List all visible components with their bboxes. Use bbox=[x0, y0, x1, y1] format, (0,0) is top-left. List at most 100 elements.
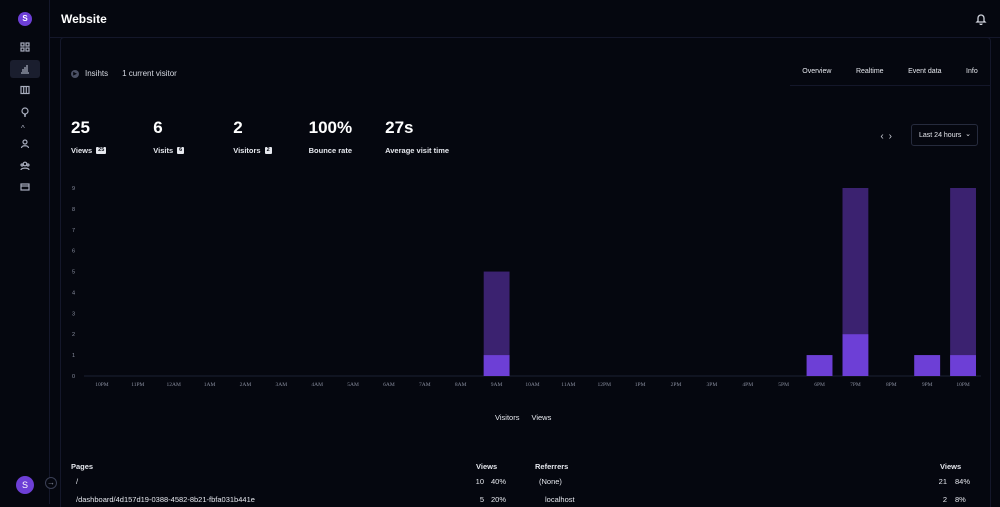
columns-icon bbox=[20, 85, 30, 95]
page-title: Website bbox=[61, 12, 107, 26]
metric-value: 27s bbox=[385, 118, 414, 137]
referrer-row-count: 21 bbox=[938, 477, 947, 486]
nav-dashboard[interactable] bbox=[10, 38, 40, 56]
chevron-down-icon: ⌄ bbox=[965, 131, 971, 138]
chart-legend: Visitors Views bbox=[495, 413, 551, 422]
x-tick-label: 7PM bbox=[850, 382, 861, 388]
x-tick-label: 6AM bbox=[383, 382, 395, 388]
tab-realtime[interactable]: Realtime bbox=[855, 68, 884, 75]
x-tick-label: 9PM bbox=[922, 382, 933, 388]
collapse-sidebar-icon[interactable]: → bbox=[45, 477, 57, 489]
y-tick-label: 4 bbox=[72, 290, 75, 296]
referrer-row-label[interactable]: (None) bbox=[539, 477, 562, 486]
y-tick-label: 9 bbox=[72, 186, 75, 192]
legend-views[interactable]: Views bbox=[531, 413, 552, 422]
pages-header: Pages bbox=[71, 462, 94, 471]
notification-bell-icon[interactable] bbox=[975, 12, 987, 26]
nav-insights[interactable] bbox=[10, 103, 40, 121]
x-tick-label: 8AM bbox=[455, 382, 467, 388]
chevron-right-icon[interactable]: ▶ bbox=[71, 69, 79, 78]
nav-reports[interactable] bbox=[10, 81, 40, 99]
visitors-bar bbox=[842, 334, 869, 376]
y-tick-label: 1 bbox=[72, 353, 75, 359]
metric-visitors: 2 Visitors 2 bbox=[233, 118, 272, 155]
nav-billing[interactable] bbox=[10, 178, 40, 196]
tab-overview[interactable]: Overview bbox=[802, 68, 832, 75]
x-tick-label: 9AM bbox=[491, 382, 503, 388]
avatar[interactable]: S bbox=[16, 476, 34, 494]
metric-label-row: Visits 6 bbox=[153, 146, 185, 155]
insights-label[interactable]: Insihts bbox=[85, 69, 109, 78]
metric-label-row: Visitors 2 bbox=[233, 146, 272, 155]
website-panel: ▶ Insihts 1 current visitor Overview Rea… bbox=[60, 37, 991, 507]
pages-views-header: Views bbox=[476, 462, 498, 471]
nav-teams[interactable] bbox=[10, 157, 40, 175]
nav-websites[interactable] bbox=[10, 60, 40, 78]
metric-value: 6 bbox=[153, 118, 163, 137]
x-tick-label: 6PM bbox=[814, 382, 825, 388]
tab-event-data[interactable]: Event data bbox=[908, 68, 942, 75]
lightbulb-icon bbox=[21, 107, 29, 117]
x-tick-label: 7AM bbox=[419, 382, 431, 388]
chevron-left-icon[interactable]: ‹ bbox=[880, 131, 889, 142]
chevron-right-icon[interactable]: › bbox=[888, 131, 897, 142]
metric-label: Bounce rate bbox=[308, 146, 352, 155]
grid-icon bbox=[20, 42, 30, 52]
x-tick-label: 3AM bbox=[276, 382, 288, 388]
x-tick-label: 10AM bbox=[525, 382, 539, 388]
metric-value: 100% bbox=[308, 118, 353, 137]
visitors-bar bbox=[806, 355, 833, 376]
metric-value: 25 bbox=[71, 118, 90, 137]
metrics-bar: 25 Views 25 6 Visits 6 2 Visitors 2 100% Bo… bbox=[71, 118, 476, 155]
page-row-count: 5 bbox=[479, 495, 484, 504]
insights-row: ▶ Insihts 1 current visitor bbox=[71, 69, 177, 78]
legend-visitors[interactable]: Visitors bbox=[495, 413, 520, 422]
tab-info[interactable]: Info bbox=[966, 68, 978, 75]
page-row-label[interactable]: /dashboard/4d157d19-0388-4582-8b21-fbfa0… bbox=[76, 495, 255, 504]
metric-label-row: Bounce rate bbox=[309, 146, 352, 155]
nav-profile[interactable] bbox=[10, 135, 40, 153]
users-icon bbox=[20, 161, 30, 171]
referrer-row-percent: 84% bbox=[955, 477, 971, 486]
x-tick-label: 12AM bbox=[167, 382, 181, 388]
referrers-header: Referrers bbox=[535, 462, 569, 471]
x-tick-label: 4AM bbox=[311, 382, 323, 388]
bar-chart-icon bbox=[21, 65, 29, 74]
x-tick-label: 1AM bbox=[204, 382, 216, 388]
page-row-label[interactable]: / bbox=[76, 477, 79, 486]
x-tick-label: 11AM bbox=[561, 382, 575, 388]
x-tick-label: 8PM bbox=[886, 382, 897, 388]
visitors-bar bbox=[950, 355, 976, 376]
referrers-views-header: Views bbox=[940, 462, 962, 471]
metric-badge: 25 bbox=[96, 147, 107, 154]
x-tick-label: 5AM bbox=[347, 382, 359, 388]
chevron-up-icon[interactable]: ^ bbox=[21, 124, 25, 133]
visitors-bar bbox=[914, 355, 941, 376]
referrer-row-label[interactable]: localhost bbox=[545, 495, 575, 504]
page-row-percent: 20% bbox=[491, 495, 507, 504]
y-tick-label: 6 bbox=[72, 249, 75, 255]
pageviews-chart: 0 1 2 3 4 5 6 7 8 9 10PM 11PM 12AM 1AM 2AM 3AM 4AM 5AM 6AM… bbox=[72, 186, 981, 388]
metric-label: Visitors bbox=[233, 146, 261, 155]
date-range-label: Last 24 hours bbox=[919, 131, 962, 139]
date-nav: ‹› bbox=[880, 131, 897, 142]
metric-label: Visits bbox=[153, 146, 174, 155]
referrer-row-percent: 8% bbox=[955, 495, 966, 504]
metric-label: Views bbox=[71, 146, 93, 155]
y-tick-label: 7 bbox=[72, 228, 75, 234]
date-range-select[interactable]: Last 24 hours ⌄ bbox=[911, 124, 978, 146]
x-tick-label: 12PM bbox=[598, 382, 612, 388]
metric-bounce-rate: 100% Bounce rate bbox=[309, 118, 352, 155]
x-tick-label: 2PM bbox=[671, 382, 682, 388]
x-tick-label: 2AM bbox=[240, 382, 252, 388]
metric-visits: 6 Visits 6 bbox=[153, 118, 185, 155]
y-tick-label: 5 bbox=[72, 270, 75, 276]
user-icon bbox=[20, 139, 30, 149]
metric-value: 2 bbox=[233, 118, 243, 137]
page-row-percent: 40% bbox=[491, 477, 507, 486]
tabs: Overview Realtime Event data Info bbox=[790, 58, 990, 86]
referrer-row-count: 2 bbox=[942, 495, 947, 504]
x-tick-label: 3PM bbox=[707, 382, 718, 388]
credit-card-icon bbox=[20, 183, 30, 191]
app-logo[interactable]: S bbox=[18, 12, 32, 26]
